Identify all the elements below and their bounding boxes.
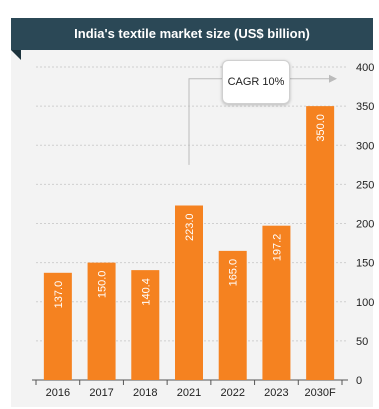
- y-tick-label: 250: [356, 179, 374, 191]
- y-tick-label: 50: [356, 336, 368, 348]
- y-tick-label: 200: [356, 219, 374, 231]
- y-tick-label: 0: [356, 375, 362, 387]
- banner-fold: [11, 50, 21, 60]
- x-tick-label: 2022: [220, 387, 244, 399]
- bar: [262, 225, 291, 380]
- bar: [306, 106, 335, 380]
- bar-value-label: 165.0: [228, 259, 240, 287]
- x-tick-label: 2021: [177, 387, 201, 399]
- bar: [131, 270, 160, 380]
- x-tick-label: 2023: [264, 387, 288, 399]
- bar: [175, 205, 203, 380]
- x-tick-label: 2030F: [305, 387, 336, 399]
- y-tick-label: 100: [356, 297, 374, 309]
- x-tick-label: 2016: [46, 387, 70, 399]
- bar-value-label: 197.2: [271, 234, 283, 262]
- y-tick-label: 350: [356, 101, 374, 113]
- x-tick-label: 2017: [89, 387, 113, 399]
- y-tick-label: 300: [356, 140, 374, 152]
- cagr-annotation: CAGR 10%: [222, 60, 290, 104]
- chart-title: India's textile market size (US$ billion…: [11, 18, 373, 50]
- bar: [218, 250, 247, 380]
- bar-value-label: 223.0: [184, 214, 196, 242]
- x-tick-label: 2018: [133, 387, 157, 399]
- bar-value-label: 350.0: [315, 114, 327, 142]
- bar: [87, 262, 116, 380]
- cagr-arrow-head: [329, 74, 337, 83]
- bar-value-label: 150.0: [97, 271, 109, 299]
- bar: [43, 272, 72, 380]
- bar-value-label: 137.0: [53, 281, 65, 309]
- y-tick-label: 400: [356, 62, 374, 74]
- y-tick-label: 150: [356, 258, 374, 270]
- bar-value-label: 140.4: [140, 278, 152, 306]
